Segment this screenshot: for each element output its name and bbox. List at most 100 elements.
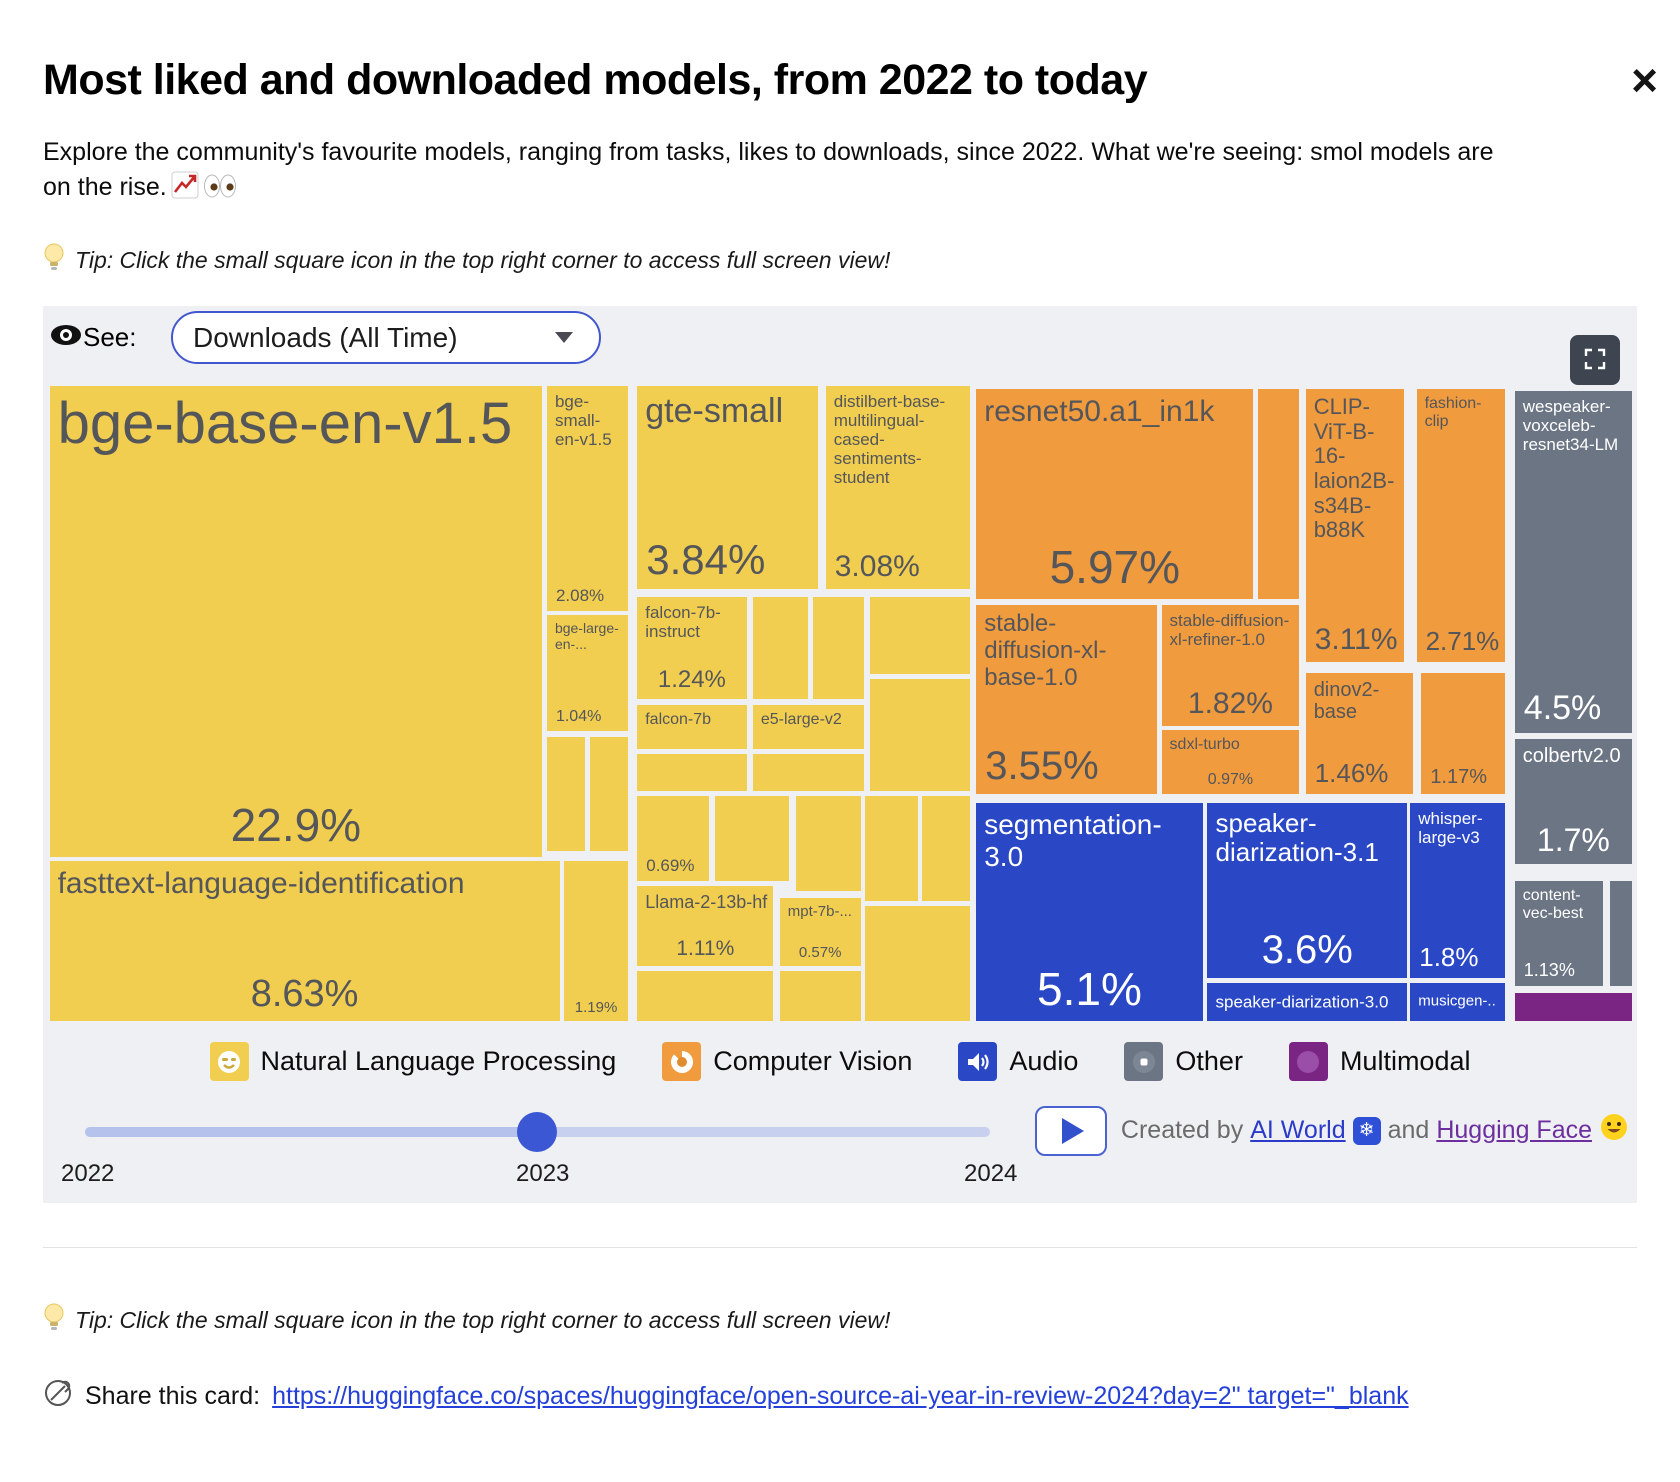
treemap-cell[interactable] [813, 596, 864, 700]
treemap-cell[interactable]: 1.19% [564, 860, 628, 1021]
treemap-cell[interactable] [1514, 993, 1632, 1021]
legend-item-other[interactable]: Other [1124, 1042, 1243, 1081]
treemap-cell[interactable]: 0.69% [637, 796, 709, 882]
treemap-cell-label: fashion-clip [1424, 395, 1482, 431]
share-row: Share this card: https://huggingface.co/… [43, 1378, 1637, 1415]
light-bulb-emoji [43, 1302, 65, 1338]
treemap-cell[interactable] [870, 678, 970, 792]
treemap-cell-label: content-vec-best [1522, 887, 1584, 923]
see-row: See: [49, 322, 137, 353]
treemap-cell[interactable] [637, 970, 774, 1021]
treemap-cell[interactable] [752, 596, 809, 700]
chart-increasing-emoji [171, 171, 199, 209]
treemap-cell[interactable]: sdxl-turbo 0.97% [1161, 730, 1300, 795]
treemap-cell[interactable]: stable-diffusion-xl-base-1.0 3.55% [976, 605, 1157, 795]
treemap-cell[interactable]: content-vec-best 1.13% [1514, 881, 1604, 987]
treemap-cell-value: 1.19% [574, 998, 618, 1016]
year-slider-handle[interactable] [517, 1112, 557, 1152]
treemap-cell-value: 1.7% [1536, 821, 1610, 858]
audio-category-icon [958, 1042, 998, 1081]
treemap-cell-value: 3.08% [834, 550, 920, 584]
treemap-cell-label: musicgen-.. [1418, 992, 1496, 1010]
treemap-cell[interactable]: fasttext-language-identification 8.63% [49, 860, 560, 1021]
treemap-cell[interactable] [589, 736, 628, 851]
treemap-cell[interactable] [795, 796, 861, 892]
hugging-face-link[interactable]: Hugging Face [1436, 1116, 1592, 1144]
legend-item-audio[interactable]: Audio [958, 1042, 1078, 1081]
treemap-cell[interactable]: 1.17% [1421, 673, 1506, 795]
treemap-cell[interactable] [922, 796, 970, 901]
treemap-cell[interactable]: speaker-diarization-3.0 [1207, 982, 1408, 1021]
treemap-cell[interactable] [546, 736, 585, 851]
treemap-cell[interactable]: speaker-diarization-3.1 3.6% [1207, 803, 1408, 978]
treemap-cell[interactable] [870, 596, 970, 674]
treemap-cell-value: 4.5% [1523, 688, 1602, 727]
treemap-cell-value: 1.46% [1314, 758, 1389, 789]
treemap-cell[interactable]: distilbert-base-multilingual-cased-senti… [825, 386, 970, 590]
treemap-cell[interactable]: CLIP-ViT-B-16-laion2B-s34B-b88K 3.11% [1305, 389, 1404, 663]
treemap-cell-label: stable-diffusion-xl-refiner-1.0 [1169, 611, 1290, 650]
multimodal-category-icon [1288, 1042, 1328, 1081]
treemap-cell[interactable]: fashion-clip 2.71% [1416, 389, 1506, 663]
treemap-cell[interactable]: resnet50.a1_in1k 5.97% [976, 389, 1254, 599]
treemap-cell[interactable] [779, 970, 861, 1021]
treemap-cell-label: speaker-diarization-3.1 [1215, 808, 1379, 868]
tip-text-bottom: Tip: Click the small square icon in the … [43, 1302, 1637, 1338]
treemap-cell-label: mpt-7b-... [787, 902, 852, 920]
treemap-cell[interactable]: falcon-7b [637, 704, 747, 750]
eyes-emoji [203, 173, 237, 209]
treemap-cell[interactable] [752, 754, 864, 792]
metric-dropdown[interactable]: Downloads (All Time) [171, 311, 601, 364]
treemap-cell[interactable]: musicgen-.. [1410, 982, 1506, 1021]
page-title: Most liked and downloaded models, from 2… [43, 56, 1148, 104]
treemap-cell[interactable]: bge-large-en-... 1.04% [546, 615, 628, 732]
legend-item-nlp[interactable]: Natural Language Processing [209, 1042, 616, 1081]
divider [43, 1247, 1637, 1248]
ai-world-link[interactable]: AI World [1250, 1116, 1346, 1144]
treemap-cell[interactable]: stable-diffusion-xl-refiner-1.0 1.82% [1161, 605, 1300, 726]
treemap-cell-value: 1.24% [657, 666, 726, 694]
treemap-cell-label: segmentation-3.0 [984, 809, 1162, 872]
treemap-cell-value: 0.97% [1207, 771, 1254, 789]
treemap-cell[interactable]: colbertv2.0 1.7% [1514, 739, 1632, 864]
treemap-cell[interactable]: wespeaker-voxceleb-resnet34-LM 4.5% [1514, 391, 1632, 733]
treemap-cell-label: colbertv2.0 [1522, 745, 1621, 768]
play-button[interactable] [1035, 1106, 1107, 1156]
treemap-cell-value: 0.57% [798, 943, 842, 961]
treemap-cell-label: gte-small [645, 392, 784, 430]
treemap-cell[interactable]: bge-base-en-v1.5 22.9% [49, 386, 543, 858]
treemap-cell-value: 3.55% [985, 744, 1099, 789]
treemap-cell[interactable] [714, 796, 790, 882]
legend-item-cv[interactable]: Computer Vision [662, 1042, 912, 1081]
treemap-cell[interactable]: dinov2-base 1.46% [1305, 673, 1414, 795]
treemap-cell[interactable]: whisper-large-v3 1.8% [1410, 803, 1506, 978]
treemap-cell[interactable] [865, 906, 970, 1021]
treemap-cell[interactable]: Llama-2-13b-hf 1.11% [637, 885, 774, 966]
legend-label: Other [1175, 1046, 1243, 1076]
legend-label: Computer Vision [713, 1046, 913, 1076]
share-url-link[interactable]: https://huggingface.co/spaces/huggingfac… [272, 1382, 1409, 1410]
treemap-cell[interactable]: mpt-7b-... 0.57% [779, 897, 861, 966]
year-labels: 2022 2023 2024 [43, 1160, 1637, 1190]
treemap-cell[interactable] [637, 754, 747, 792]
treemap-cell-value: 1.17% [1430, 766, 1488, 789]
cv-category-icon [662, 1042, 702, 1081]
treemap-cell[interactable] [1609, 881, 1632, 987]
treemap-cell[interactable] [865, 796, 918, 901]
treemap-cell[interactable] [1258, 389, 1300, 599]
eye-icon [49, 323, 83, 352]
treemap-cell-value: 5.1% [1037, 962, 1142, 1015]
treemap-cell-value: 0.69% [646, 856, 695, 876]
treemap-cell[interactable]: segmentation-3.0 5.1% [976, 803, 1203, 1021]
treemap-cell[interactable]: gte-small 3.84% [637, 386, 818, 590]
year-label-2022: 2022 [61, 1160, 115, 1187]
treemap-cell-label: falcon-7b-instruct [645, 602, 721, 641]
treemap-cell[interactable]: e5-large-v2 [752, 704, 864, 750]
legend-item-multimodal[interactable]: Multimodal [1288, 1042, 1470, 1081]
fullscreen-button[interactable] [1570, 335, 1620, 385]
hugging-face-emoji [1599, 1112, 1629, 1149]
close-button[interactable]: × [1625, 56, 1664, 104]
treemap-legend: Natural Language Processing Computer Vis… [43, 1042, 1637, 1081]
treemap-cell[interactable]: falcon-7b-instruct 1.24% [637, 596, 747, 700]
treemap-cell[interactable]: bge-small-en-v1.5 2.08% [546, 386, 628, 611]
